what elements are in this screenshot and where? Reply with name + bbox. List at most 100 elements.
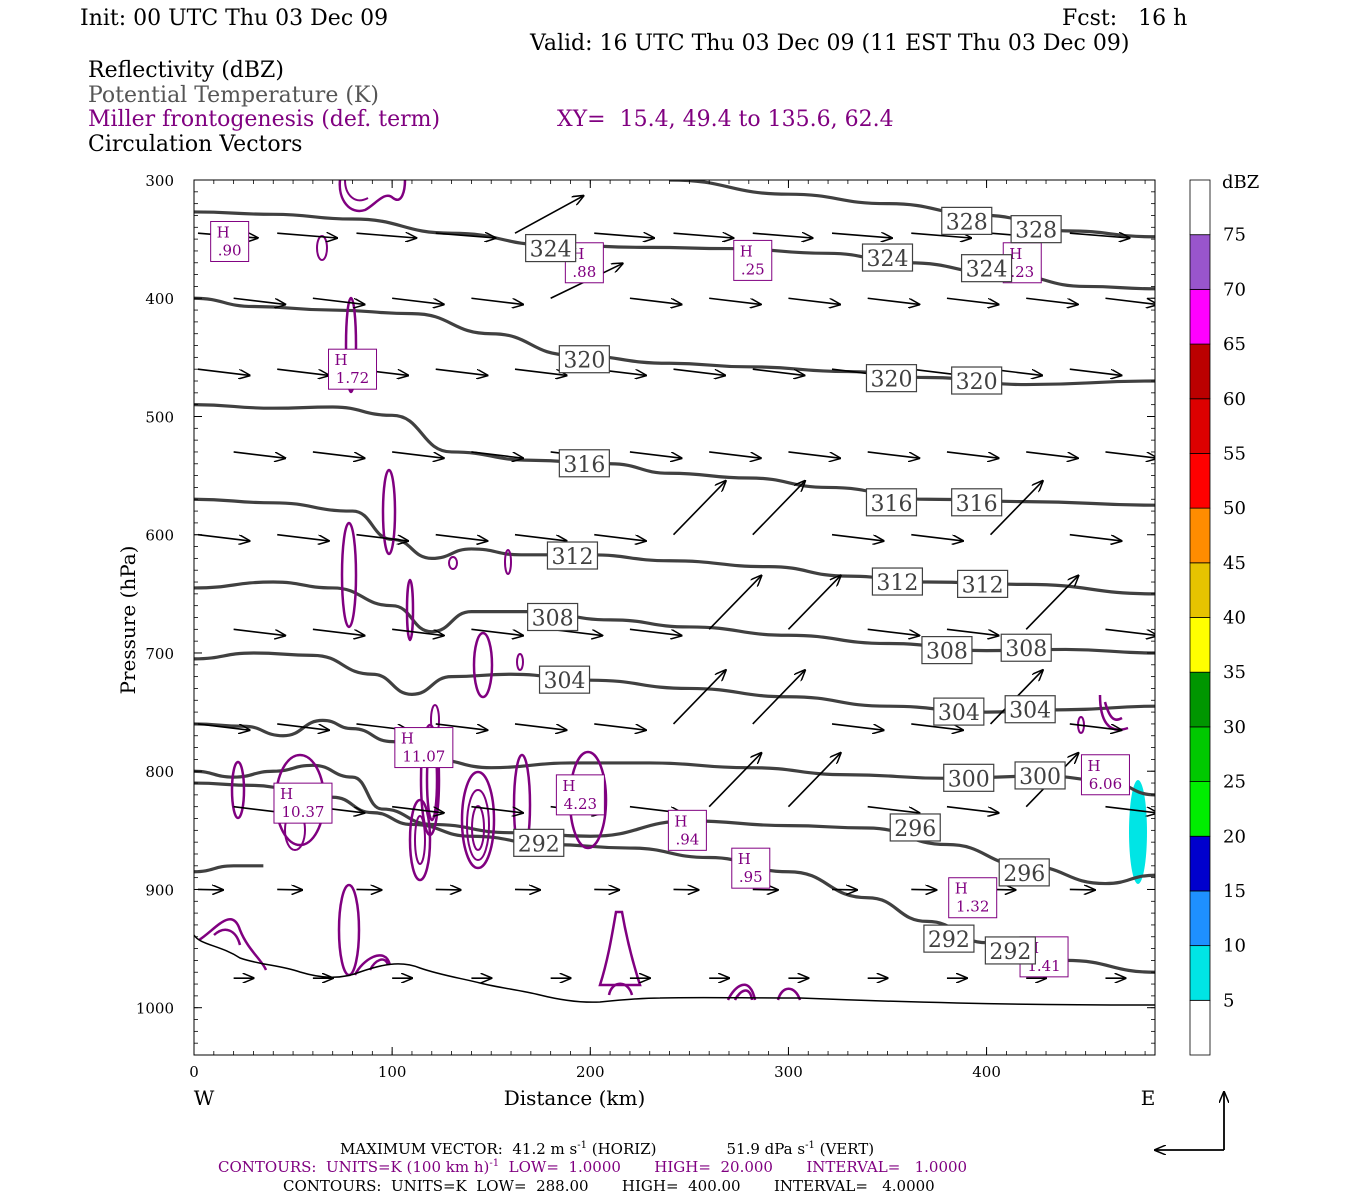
svg-text:.23: .23 (1010, 263, 1034, 281)
x-tick-label: 200 (576, 1063, 605, 1081)
colorbar-level: 10 (1223, 936, 1246, 957)
theta-label-304: 304 (1004, 695, 1056, 724)
reflectivity-echo (1129, 780, 1147, 884)
frontogenesis-max-label: H.25 (733, 239, 773, 281)
theta-label-328: 328 (1010, 215, 1062, 244)
circulation-vector (1069, 533, 1122, 541)
colorbar-level: 70 (1223, 279, 1246, 300)
svg-text:H: H (740, 242, 753, 260)
circulation-vector (435, 723, 488, 730)
svg-text:304: 304 (938, 701, 980, 726)
circulation-vector (1026, 451, 1078, 458)
theta-label-316: 316 (558, 449, 610, 478)
svg-text:300: 300 (1019, 765, 1061, 790)
circulation-vector (629, 451, 682, 458)
colorbar-segment (1189, 562, 1211, 618)
theta-label-308: 308 (1000, 633, 1052, 662)
circulation-vector (752, 481, 805, 536)
colorbar-segment (1189, 343, 1211, 400)
svg-text:11.07: 11.07 (402, 748, 445, 766)
theta-label-312: 312 (957, 569, 1009, 598)
circulation-vector (312, 451, 365, 458)
circulation-vector (514, 723, 567, 730)
frontogenesis-max-label: H1.32 (948, 877, 998, 919)
terrain-surface (193, 934, 1156, 1006)
footer-theta-contours: CONTOURS: UNITS=K LOW= 288.00 HIGH= 400.… (283, 1177, 935, 1195)
theta-label-296: 296 (998, 858, 1050, 887)
y-tick-label: 400 (145, 290, 174, 308)
frontogenesis-max-label: H10.37 (273, 782, 333, 824)
circulation-vector (911, 533, 963, 541)
circulation-vector (831, 723, 884, 730)
colorbar-segment (1189, 234, 1211, 290)
svg-text:304: 304 (1009, 699, 1051, 724)
colorbar-level: 55 (1223, 443, 1246, 464)
circulation-vector (435, 368, 488, 375)
svg-text:.95: .95 (739, 868, 763, 886)
colorbar-level: 15 (1223, 881, 1246, 902)
theta-label-292: 292 (984, 936, 1036, 965)
colorbar-segment (1189, 671, 1211, 728)
circulation-vector (708, 753, 761, 808)
y-tick-label: 300 (145, 172, 174, 190)
circulation-vector (233, 297, 286, 304)
colorbar-level: 60 (1223, 389, 1246, 410)
valid-time: Valid: 16 UTC Thu 03 Dec 09 (11 EST Thu … (530, 31, 1130, 56)
circulation-vector (197, 723, 250, 730)
colorbar-segment (1189, 781, 1211, 837)
theta-label-324: 324 (960, 254, 1013, 283)
theta-label-316: 316 (865, 488, 918, 517)
theta-label-296: 296 (889, 813, 941, 842)
theta-contour-296 (194, 763, 1155, 886)
x-tick-label: 0 (189, 1063, 199, 1081)
svg-text:1.32: 1.32 (956, 898, 989, 916)
svg-text:316: 316 (563, 453, 605, 478)
colorbar-level: 40 (1223, 608, 1246, 629)
colorbar-segment (1189, 179, 1211, 236)
circulation-vector (1105, 297, 1155, 304)
theta-contour-300 (194, 718, 1155, 797)
circulation-vector (594, 533, 646, 541)
svg-text:.90: .90 (218, 241, 242, 259)
colorbar-segment (1189, 890, 1211, 947)
svg-text:6.06: 6.06 (1089, 775, 1122, 793)
y-axis-label: Pressure (hPa) (116, 546, 140, 695)
init-time: Init: 00 UTC Thu 03 Dec 09 (80, 6, 389, 31)
circulation-vector (673, 233, 734, 238)
svg-text:308: 308 (532, 607, 574, 632)
circulation-vector (708, 576, 761, 630)
theta-label-320: 320 (951, 366, 1003, 395)
circulation-vector (788, 451, 840, 458)
circulation-vector (673, 368, 726, 375)
svg-text:320: 320 (563, 349, 605, 374)
colorbar-segment (1189, 398, 1211, 454)
frontogenesis-max-label: H11.07 (394, 727, 454, 769)
svg-text:308: 308 (926, 640, 968, 665)
svg-text:.94: .94 (675, 830, 699, 848)
theta-label-304: 304 (933, 697, 985, 726)
circulation-vector (787, 753, 840, 808)
circulation-vector (471, 628, 523, 635)
circulation-vector (867, 628, 920, 635)
svg-text:H: H (335, 351, 348, 369)
svg-text:316: 316 (870, 492, 912, 517)
circulation-vector (392, 805, 444, 813)
x-tick-label: 100 (378, 1063, 407, 1081)
circulation-vector (277, 533, 329, 541)
svg-text:292: 292 (518, 832, 560, 857)
circulation-vector (1069, 368, 1122, 375)
legend-circulation-vectors: Circulation Vectors (88, 132, 303, 157)
axes: 300 400 500 600 700 800 900 1000 0 100 200 300 400 Di… (116, 172, 1155, 1110)
circulation-vector (312, 297, 365, 304)
theta-contours (194, 180, 1155, 974)
svg-text:H: H (562, 777, 575, 795)
circulation-vector (1105, 805, 1155, 813)
cross-section-endpoints: XY= 15.4, 49.4 to 135.6, 62.4 (557, 107, 894, 132)
svg-text:H: H (674, 812, 687, 830)
colorbar-segment (1189, 453, 1211, 509)
svg-text:304: 304 (544, 669, 586, 694)
circulation-vector (867, 297, 920, 304)
svg-text:H: H (738, 850, 751, 868)
svg-text:1.72: 1.72 (336, 369, 369, 387)
svg-text:300: 300 (948, 767, 990, 792)
